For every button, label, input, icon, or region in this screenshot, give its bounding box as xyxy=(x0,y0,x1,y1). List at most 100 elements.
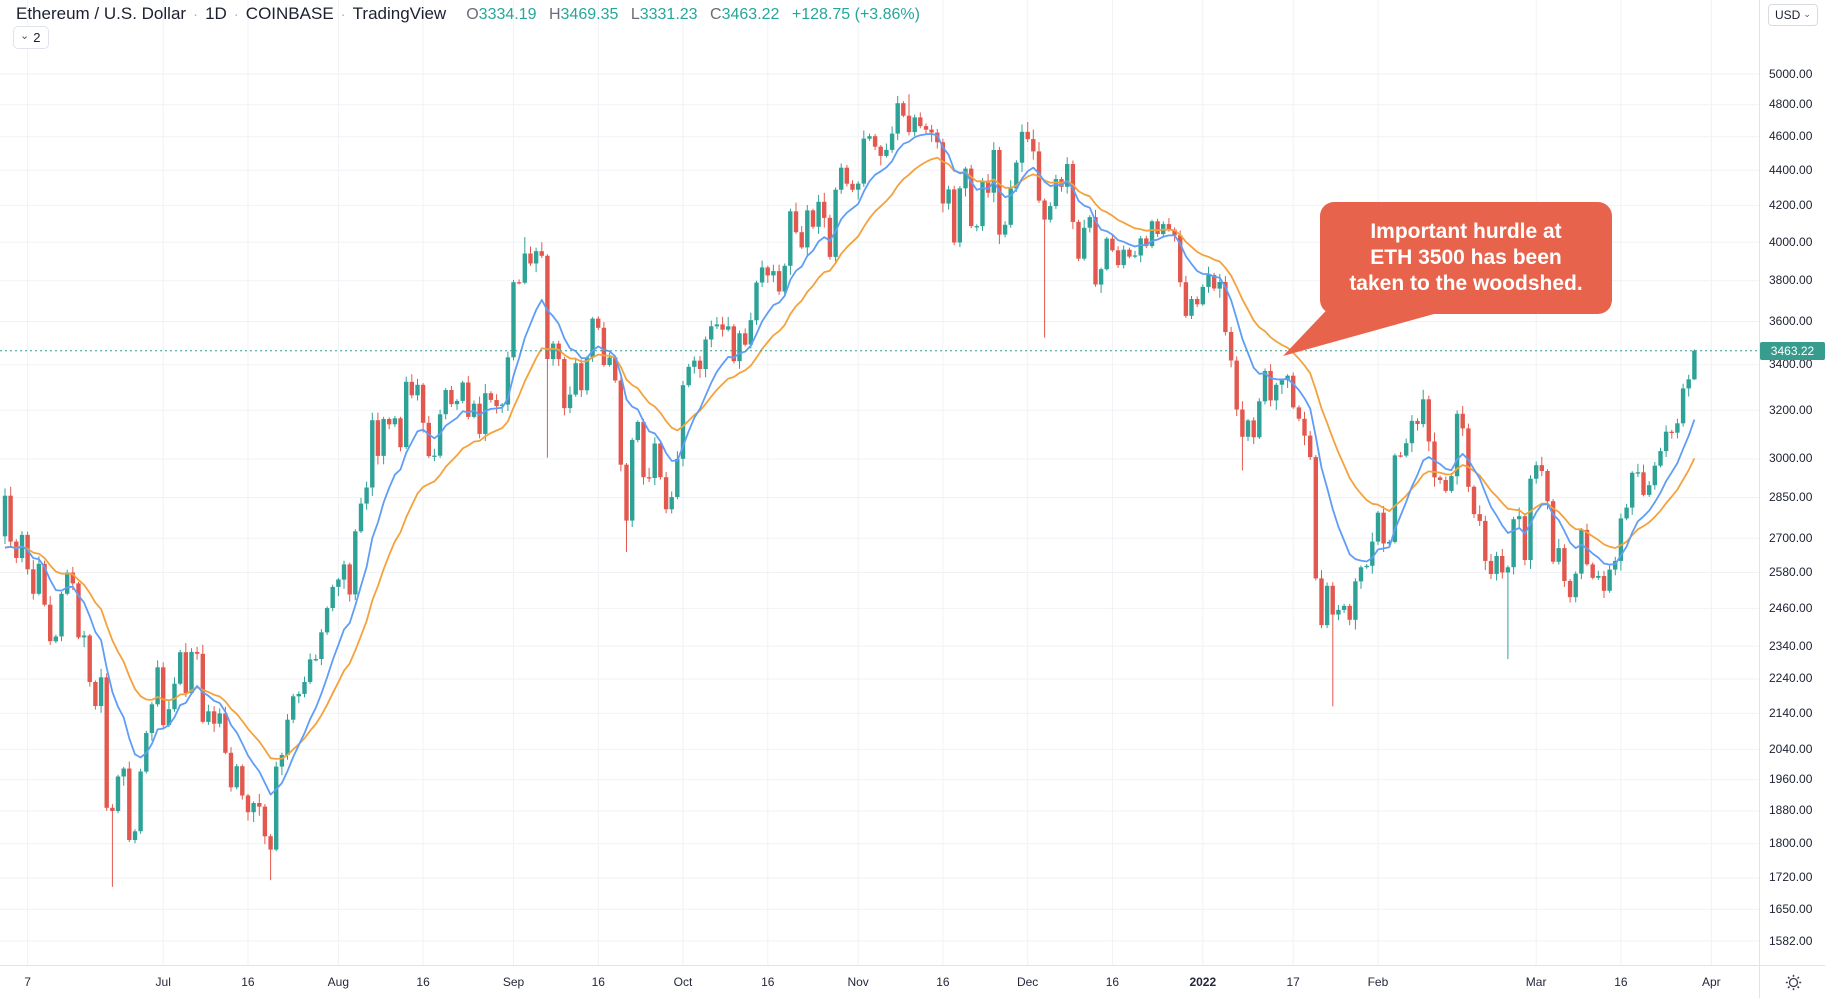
candle-body xyxy=(1404,443,1409,456)
ohlc-low-value: 3331.23 xyxy=(639,6,698,23)
candle-body xyxy=(731,326,736,362)
time-tick-label: 16 xyxy=(591,975,605,989)
candle-body xyxy=(1245,420,1251,437)
candle-body xyxy=(793,211,799,233)
price-tick-label: 4000.00 xyxy=(1769,234,1813,249)
chart-legend[interactable]: Ethereum / U.S. Dollar · 1D · COINBASE ·… xyxy=(16,4,920,24)
candle-body xyxy=(1454,413,1460,477)
candle-body xyxy=(810,210,816,227)
price-tick-label: 2850.00 xyxy=(1769,490,1813,504)
candle-body xyxy=(562,359,567,409)
time-tick-label: Aug xyxy=(327,975,350,989)
candle-body xyxy=(545,255,550,359)
candle-body xyxy=(969,168,974,227)
candle-body xyxy=(59,593,64,637)
candle-body xyxy=(2,495,8,537)
candle-body xyxy=(87,635,92,682)
candle-body xyxy=(613,357,618,381)
candle-body xyxy=(1211,275,1217,289)
candle-body xyxy=(1387,541,1392,544)
candle-body xyxy=(839,167,844,190)
candle-body xyxy=(833,189,838,257)
price-tick-label: 2460.00 xyxy=(1769,600,1813,615)
price-tick-label: 4800.00 xyxy=(1769,97,1813,112)
candle-body xyxy=(1381,512,1386,544)
price-axis[interactable]: 5000.00 4800.00 4600.00 4400.00 4200.00 4000.… xyxy=(1759,0,1825,965)
ohlc-close-value: 3463.22 xyxy=(721,6,780,23)
candle-body xyxy=(1240,409,1245,437)
candle-body xyxy=(635,421,640,440)
candle-body xyxy=(1421,399,1426,425)
candle-body xyxy=(1019,131,1025,163)
callout-annotation[interactable]: Important hurdle at ETH 3500 has been ta… xyxy=(1320,202,1612,314)
candle-body xyxy=(759,267,765,283)
candle-body xyxy=(692,360,697,367)
candle-body xyxy=(1234,360,1239,410)
time-axis[interactable]: 7 Jul 16 Aug 16 Sep 16 Oct 16 Nov 16 Dec 16 2022 17 Feb… xyxy=(0,965,1759,998)
candle-body xyxy=(1291,375,1296,408)
candle-body xyxy=(539,251,544,256)
candle-body xyxy=(567,394,573,409)
candle-body xyxy=(1206,275,1211,287)
candle-body xyxy=(375,420,381,456)
candle-body xyxy=(1437,477,1443,480)
candle-body xyxy=(901,103,906,116)
candle-body xyxy=(861,138,866,184)
candle-body xyxy=(1449,476,1454,491)
candle-body xyxy=(1652,465,1657,486)
candle-body xyxy=(81,635,87,638)
candle-body xyxy=(1477,514,1482,521)
candle-body xyxy=(1200,286,1205,305)
candle-body xyxy=(1680,388,1686,424)
symbol-title: Ethereum / U.S. Dollar xyxy=(16,4,187,23)
candle-body xyxy=(1641,472,1646,495)
currency-dropdown[interactable]: USD ⌄ xyxy=(1768,4,1818,26)
candle-body xyxy=(630,440,635,521)
candle-body xyxy=(1556,548,1561,562)
candle-body xyxy=(1635,472,1641,474)
candle-body xyxy=(494,400,499,407)
currency-label: USD xyxy=(1775,8,1801,22)
candle-body xyxy=(1149,221,1155,247)
candle-body xyxy=(189,651,194,694)
candle-body xyxy=(121,768,126,777)
candle-body xyxy=(940,142,946,204)
candle-body xyxy=(844,167,849,184)
candle-body xyxy=(1144,238,1149,247)
candle-body xyxy=(161,667,166,726)
candle-body xyxy=(923,126,929,130)
plot-area[interactable] xyxy=(0,0,1759,965)
title-separator: · xyxy=(233,6,239,23)
candle-body xyxy=(884,149,889,156)
time-tick-label: 7 xyxy=(24,975,31,989)
candle-body xyxy=(663,477,669,510)
candle-body xyxy=(991,150,996,193)
candle-body xyxy=(1093,217,1098,285)
indicators-collapse-button[interactable]: ⌄ 2 xyxy=(13,26,50,49)
candle-body xyxy=(1025,131,1030,140)
candle-body xyxy=(1624,507,1629,519)
candle-body xyxy=(709,326,714,340)
ma-fast-line xyxy=(4,132,1696,796)
candle-body xyxy=(957,188,962,243)
ohlc-close-label: C xyxy=(710,6,722,23)
price-tick-label: 3400.00 xyxy=(1769,357,1813,372)
candle-body xyxy=(584,357,590,391)
candle-body xyxy=(110,807,115,811)
candle-body xyxy=(127,768,132,840)
candle-body xyxy=(319,632,324,659)
candle-body xyxy=(1296,407,1302,419)
axis-settings-corner[interactable] xyxy=(1759,965,1825,998)
candle-body xyxy=(1601,576,1607,591)
candle-body xyxy=(500,404,505,406)
candle-body xyxy=(1584,529,1590,565)
time-tick-label: Apr xyxy=(1701,975,1721,989)
price-tick-label: 2340.00 xyxy=(1769,638,1813,653)
indicator-count: 2 xyxy=(33,30,41,45)
candle-body xyxy=(1663,431,1669,452)
candle-body xyxy=(1330,585,1335,615)
ma-slow-line xyxy=(4,156,1696,760)
candle-body xyxy=(274,766,279,850)
candle-body xyxy=(172,683,177,710)
candle-body xyxy=(437,414,443,456)
